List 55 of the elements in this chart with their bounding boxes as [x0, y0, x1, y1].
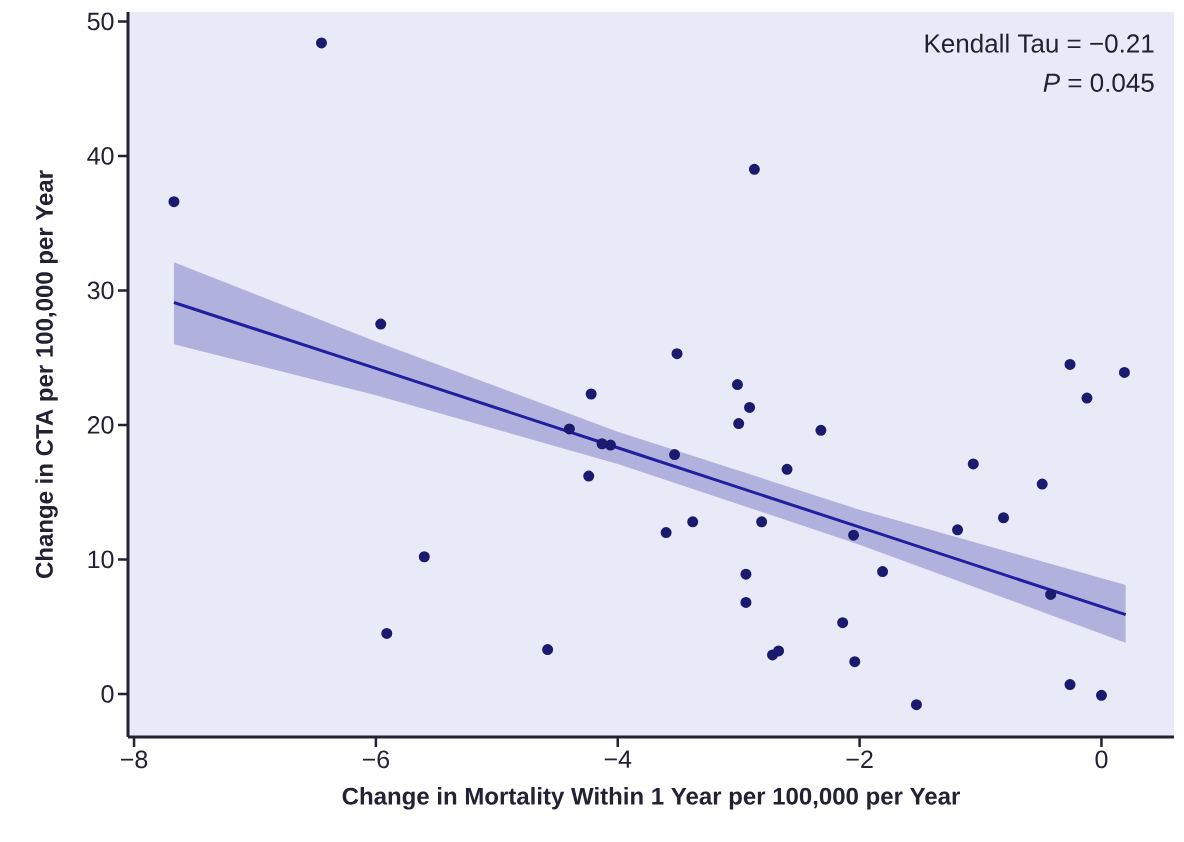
- point: [740, 568, 752, 580]
- point: [877, 566, 889, 578]
- point: [849, 656, 861, 668]
- point: [1081, 392, 1093, 404]
- x-tick-label: −2: [846, 750, 873, 768]
- point: [837, 617, 849, 629]
- point: [998, 512, 1010, 524]
- point: [315, 37, 327, 49]
- y-tick-label: 10: [88, 550, 114, 569]
- y-tick-label: 0: [101, 685, 114, 703]
- point: [563, 423, 575, 435]
- point: [1095, 689, 1107, 701]
- point: [756, 516, 768, 528]
- point: [773, 645, 785, 657]
- point: [583, 470, 595, 482]
- x-tick-label: −6: [362, 750, 390, 769]
- y-axis-title: Change in CTA per 100,000 per Year: [35, 170, 58, 579]
- annotation: Kendall Tau = −0.21: [925, 33, 1154, 53]
- point: [660, 527, 672, 539]
- x-axis-title: Change in Mortality Within 1 Year per 100,000 per Year: [342, 787, 960, 810]
- point: [687, 516, 699, 528]
- point: [375, 318, 387, 330]
- line-series: [172, 301, 1128, 617]
- point: [669, 449, 681, 461]
- point: [1036, 478, 1048, 490]
- point: [733, 418, 745, 430]
- y-tick-label: 50: [87, 12, 114, 31]
- point: [605, 439, 616, 451]
- point: [910, 699, 922, 711]
- point: [1045, 588, 1057, 600]
- point: [815, 424, 827, 436]
- point: [1064, 358, 1076, 370]
- point: [1118, 366, 1130, 378]
- point: [671, 348, 683, 360]
- point: [744, 401, 756, 413]
- y-tick-label: 20: [87, 416, 114, 434]
- annotation: P = 0.045: [1043, 73, 1154, 92]
- point: [1064, 679, 1076, 691]
- point: [542, 644, 554, 656]
- point: [781, 463, 793, 475]
- point: [748, 163, 760, 175]
- x-tick-label: −4: [604, 750, 632, 768]
- x-tick-label: −8: [121, 750, 148, 769]
- point: [585, 388, 597, 400]
- point: [740, 596, 752, 608]
- point: [848, 529, 860, 541]
- point: [952, 524, 964, 536]
- point: [731, 379, 743, 391]
- y-tick-label: 40: [87, 147, 114, 165]
- x-tick-label: 0: [1095, 750, 1108, 769]
- y-tick-label: 30: [87, 281, 114, 300]
- point: [967, 458, 979, 470]
- point: [381, 627, 393, 639]
- point: [418, 551, 430, 563]
- point: [168, 196, 180, 208]
